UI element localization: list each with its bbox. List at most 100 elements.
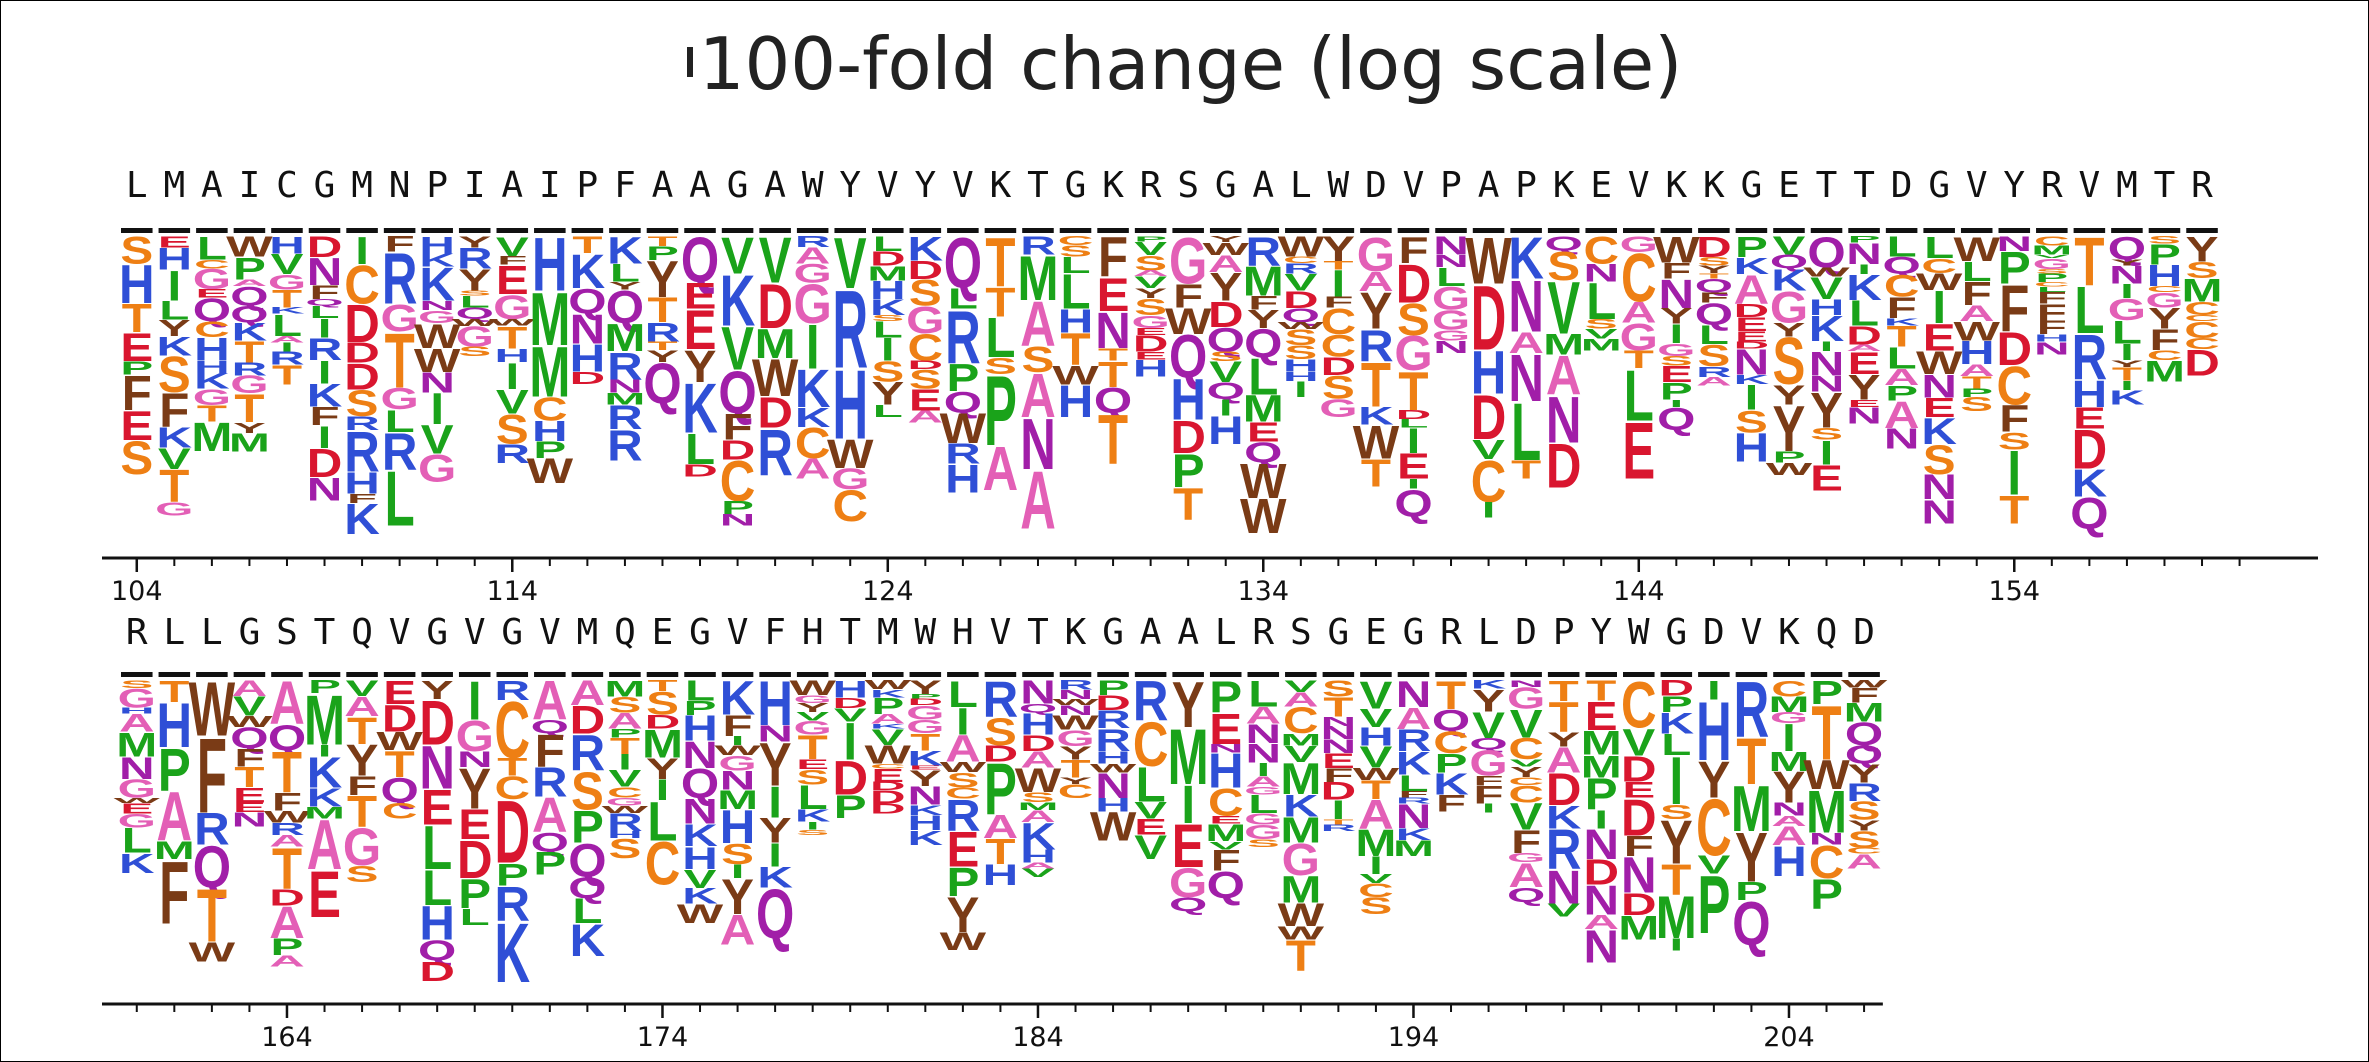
logo-letter: T: [1323, 818, 1354, 826]
logo-letter: Q: [1770, 251, 1808, 272]
logo-letter: L: [159, 296, 189, 326]
wildtype-bar: [646, 228, 679, 233]
logo-letter: L: [1436, 263, 1466, 292]
logo-letter: N: [457, 747, 493, 772]
logo-letter: D: [870, 780, 906, 793]
logo-letter: L: [1962, 257, 1992, 288]
logo-letter: N: [232, 808, 268, 831]
logo-letter: T: [234, 335, 264, 369]
logo-letter: R: [1546, 819, 1582, 882]
wildtype-residue: R: [2041, 165, 2063, 206]
logo-letter: W: [1353, 764, 1400, 783]
wildtype-residue: H: [952, 612, 974, 653]
logo-letter: M: [529, 276, 570, 361]
logo-letter: I: [2120, 280, 2134, 303]
logo-letter: H: [419, 897, 455, 950]
logo-letter: T: [272, 741, 302, 806]
logo-letter: Y: [1773, 319, 1806, 341]
wildtype-residue: V: [727, 612, 749, 653]
logo-letter: L: [1924, 230, 1954, 264]
logo-letter: Y: [1773, 763, 1806, 812]
logo-letter: M: [755, 320, 796, 367]
wildtype-bar: [1472, 672, 1505, 677]
logo-letter: E: [1172, 812, 1205, 880]
logo-letter: K: [419, 250, 455, 270]
wildtype-bar: [872, 672, 904, 677]
logo-letter: G: [1319, 395, 1357, 423]
wildtype-residue: T: [839, 612, 861, 653]
logo-letter: R: [795, 233, 831, 250]
logo-letter: R: [757, 417, 793, 489]
logo-letter: C: [870, 762, 906, 769]
logo-letter: T: [234, 385, 264, 431]
logo-letter: G: [794, 259, 832, 289]
logo-letter: A: [1846, 343, 1882, 354]
wildtype-residue: Y: [1590, 612, 1612, 653]
wildtype-residue: F: [614, 165, 636, 206]
logo-letter: K: [1358, 403, 1394, 430]
logo-letter: N: [119, 751, 155, 786]
logo-letter: I: [1332, 263, 1346, 305]
wildtype-bar: [1435, 228, 1467, 233]
logo-letter: W: [1015, 761, 1061, 799]
wildtype-residue: A: [1140, 612, 1162, 653]
logo-letter: F: [1661, 259, 1691, 284]
logo-letter: F: [1323, 294, 1353, 311]
logo-letter: N: [1508, 342, 1544, 416]
logo-letter: Y: [1360, 281, 1393, 340]
logo-letter: F: [385, 233, 415, 257]
logo-letter: E: [684, 276, 717, 317]
logo-letter: Y: [2186, 230, 2219, 269]
logo-letter: K: [1020, 816, 1056, 858]
logo-letter: S: [120, 432, 153, 485]
wildtype-bar: [1209, 672, 1242, 677]
logo-letter: P: [946, 859, 979, 905]
logo-letter: C: [832, 481, 868, 530]
logo-letter: V: [721, 314, 754, 382]
logo-letter: Y: [2110, 358, 2143, 369]
logo-letter: R: [945, 790, 981, 840]
logo-letter: Q: [1695, 297, 1733, 332]
logo-letter: N: [419, 367, 455, 399]
logo-letter: L: [422, 813, 452, 883]
logo-letter: Y: [1547, 728, 1580, 751]
wildtype-residue: L: [1215, 612, 1237, 653]
wildtype-bar: [796, 672, 829, 677]
logo-letter: N: [1396, 674, 1432, 715]
wildtype-residue: A: [1252, 165, 1274, 206]
logo-letter: T: [1323, 259, 1353, 272]
logo-letter: H: [1095, 794, 1131, 815]
logo-letter: A: [1358, 267, 1394, 298]
logo-letter: G: [1507, 681, 1545, 715]
logo-letter: I: [1782, 717, 1796, 760]
logo-letter: G: [718, 752, 756, 776]
logo-letter: Y: [158, 316, 191, 342]
logo-letter: S: [984, 711, 1017, 754]
logo-letter: T: [159, 461, 189, 512]
wildtype-residue: R: [1252, 612, 1274, 653]
logo-letter: Y: [1247, 305, 1280, 334]
logo-letter: Y: [2111, 258, 2144, 268]
logo-letter: C: [2184, 335, 2220, 352]
wildtype-residue: T: [1853, 165, 1875, 206]
logo-letter: M: [1393, 836, 1434, 861]
logo-letter: P: [1134, 235, 1167, 243]
logo-letter: N: [1996, 233, 2032, 256]
logo-letter: W: [1090, 804, 1137, 850]
logo-letter: S: [946, 769, 979, 792]
logo-letter: N: [2034, 339, 2070, 359]
logo-letter: N: [1809, 830, 1845, 848]
logo-letter: P: [571, 802, 604, 853]
logo-letter: R: [945, 438, 981, 470]
logo-letter: A: [1959, 361, 1995, 379]
logo-letter: P: [1735, 230, 1768, 263]
logo-letter: A: [1133, 269, 1169, 278]
logo-letter: G: [1620, 232, 1658, 257]
logo-letter: M: [1205, 820, 1246, 847]
logo-letter: G: [118, 774, 156, 803]
logo-letter: K: [908, 747, 944, 771]
logo-letter: G: [794, 693, 832, 705]
logo-letter: T: [197, 874, 227, 958]
logo-letter: W: [189, 937, 236, 967]
wildtype-residue: F: [764, 612, 786, 653]
